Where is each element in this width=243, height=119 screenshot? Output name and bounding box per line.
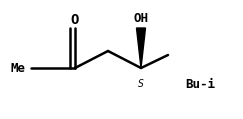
Text: Bu-i: Bu-i <box>185 77 215 91</box>
Text: O: O <box>71 13 79 27</box>
Text: OH: OH <box>133 12 148 25</box>
Text: Me: Me <box>10 62 26 74</box>
Polygon shape <box>137 28 146 68</box>
Text: S: S <box>138 79 144 89</box>
